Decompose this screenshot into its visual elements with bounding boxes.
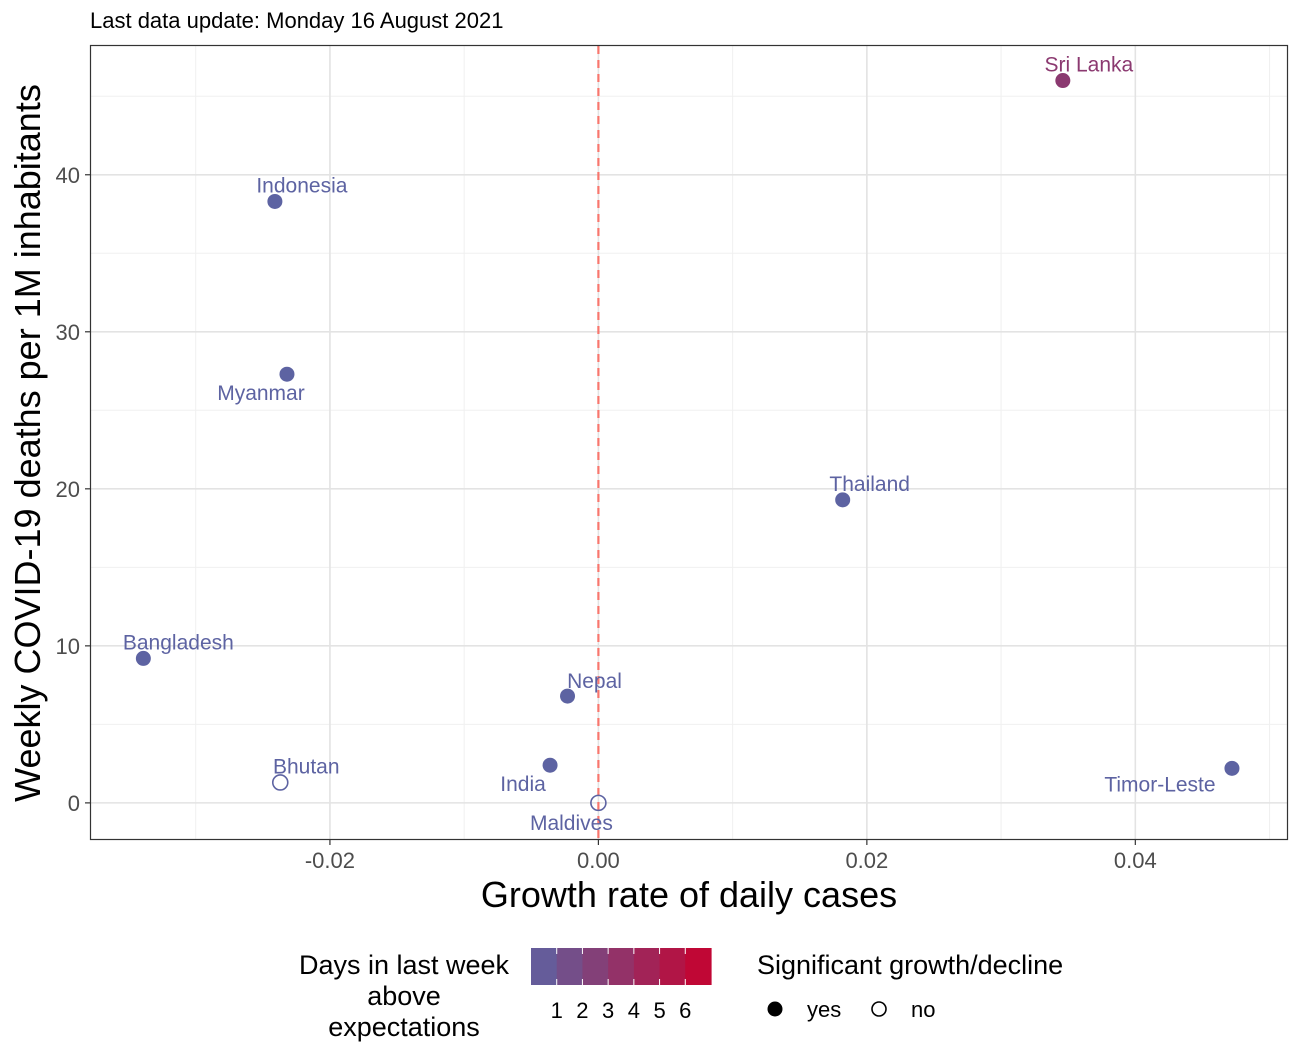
data-point-maldives — [590, 794, 607, 812]
data-point-nepal — [560, 688, 576, 704]
data-point-bangladesh — [135, 650, 151, 666]
point-label: Bhutan — [273, 755, 340, 778]
legend-key-filled-circle — [767, 1001, 783, 1017]
y-tick-labels: 0 10 20 30 40 — [56, 163, 80, 816]
x-tick-label: 0.02 — [845, 848, 888, 873]
point-label: Maldives — [530, 812, 613, 835]
color-legend-tick-label: 5 — [653, 998, 665, 1023]
color-legend-title-line: Days in last week — [298, 950, 510, 980]
shape-legend-label-no: no — [911, 997, 936, 1022]
shape-legend-title: Significant growth/decline — [757, 950, 1064, 980]
y-tick-label: 20 — [56, 477, 80, 502]
color-legend-tick-label: 2 — [576, 998, 588, 1023]
data-point-timor-leste — [1224, 760, 1240, 776]
point-label: Timor-Leste — [1104, 773, 1215, 796]
color-legend-segment — [633, 948, 661, 985]
color-legend-title: Days in last week above expectations — [282, 950, 526, 1043]
axis-ticks — [85, 174, 1136, 845]
point-label: Indonesia — [256, 174, 347, 197]
x-tick-label: 0.00 — [577, 848, 620, 873]
x-axis-title: Growth rate of daily cases — [481, 874, 897, 915]
y-tick-label: 0 — [68, 791, 80, 816]
x-tick-labels: -0.02 0.00 0.02 0.04 — [305, 848, 1157, 873]
data-point-thailand — [835, 492, 851, 508]
color-legend-title-line: above — [367, 981, 441, 1011]
shape-legend-keys — [767, 1001, 887, 1017]
shape-legend-label-yes: yes — [807, 997, 842, 1022]
chart-subtitle: Last data update: Monday 16 August 2021 — [90, 8, 504, 33]
color-legend-segment — [556, 948, 584, 985]
data-point-indonesia — [267, 193, 283, 209]
y-tick-label: 30 — [56, 320, 80, 345]
y-tick-label: 40 — [56, 163, 80, 188]
data-point-india — [542, 757, 558, 773]
point-label: Thailand — [829, 473, 910, 496]
point-label: India — [500, 773, 546, 796]
color-legend-tick-label: 6 — [679, 998, 691, 1023]
minor-gridlines — [91, 46, 1287, 839]
data-point-bhutan — [271, 774, 289, 791]
x-tick-label: -0.02 — [305, 848, 355, 873]
major-gridlines — [91, 46, 1287, 839]
color-legend-segment — [582, 948, 609, 985]
color-legend-title-line: expectations — [328, 1012, 480, 1042]
color-legend-segment — [608, 948, 635, 985]
color-legend-segment — [531, 948, 558, 985]
legend-key-open-circle — [871, 1001, 887, 1017]
point-label: Bangladesh — [123, 631, 234, 654]
color-legend-tick-label: 1 — [551, 998, 563, 1023]
data-point-sri-lanka — [1055, 73, 1071, 89]
data-point-myanmar — [279, 366, 295, 382]
color-legend-tick-label: 3 — [602, 998, 614, 1023]
point-labels: Sri Lanka Indonesia Myanmar Thailand Banglad… — [123, 54, 1216, 835]
y-tick-label: 10 — [56, 634, 80, 659]
y-axis-title: Weekly COVID-19 deaths per 1M inhabitant… — [7, 84, 48, 802]
data-points — [135, 73, 1240, 812]
panel-border — [89, 44, 1289, 841]
point-label: Myanmar — [217, 382, 305, 405]
x-tick-label: 0.04 — [1114, 848, 1157, 873]
color-legend-segment — [685, 948, 712, 985]
color-legend-bar — [531, 948, 712, 985]
point-label: Nepal — [567, 670, 622, 693]
point-label: Sri Lanka — [1044, 54, 1133, 77]
color-legend-tick-label: 4 — [628, 998, 640, 1023]
color-legend-segment — [659, 948, 686, 985]
